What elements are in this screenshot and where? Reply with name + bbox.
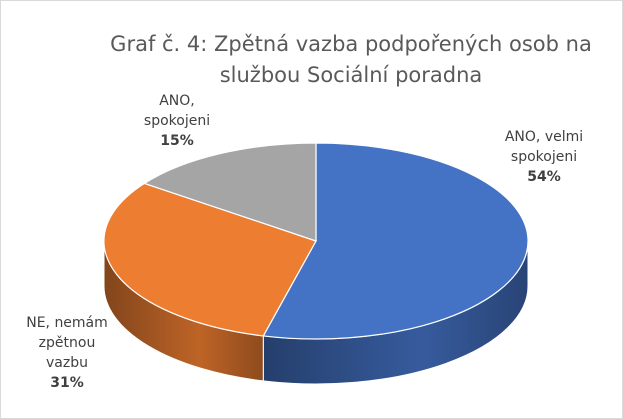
value-label: 54% [527,169,561,185]
data-label: ANO, velmi spokojeni 54% [489,127,599,187]
data-label: ANO, spokojeni 15% [129,91,225,151]
category-label: NE, nemám zpětnou vazbu [26,315,108,371]
slice [262,142,529,340]
slice [103,182,317,337]
value-label: 31% [50,375,84,391]
slice [143,142,317,242]
category-label: ANO, spokojeni [143,93,211,129]
value-label: 15% [160,133,194,149]
category-label: ANO, velmi spokojeni [504,129,584,165]
chart-title: Graf č. 4: Zpětná vazba podpořených osob… [110,32,592,87]
data-label: NE, nemám zpětnou vazbu 31% [21,313,113,393]
